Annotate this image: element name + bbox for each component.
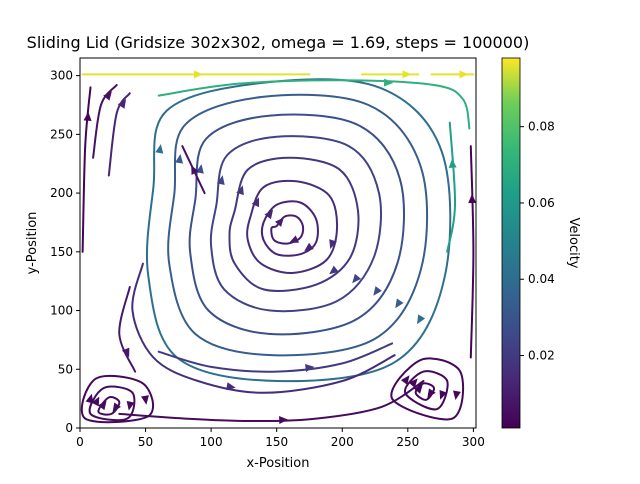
y-tick-label: 100 [50,304,73,318]
streamline-arrow [402,70,412,79]
outer-streamline [469,145,475,359]
streamlines [80,70,476,424]
outer-streamline [107,92,131,177]
main-vortex-streamline [167,93,429,357]
x-tick-label: 100 [200,435,223,449]
streamline-arrow [305,364,315,372]
streamline-arrow [448,158,457,168]
streamline-arrow [226,382,236,391]
outer-streamline [92,84,118,159]
streamline-arrow [236,185,244,196]
streamline-arrow [264,209,274,220]
y-axis-ticks: 0 50 100 150 200 250 300 [50,69,80,435]
colorbar-ticks: 0.02 0.04 0.06 0.08 [520,120,555,363]
outer-streamline [446,121,457,253]
streamline-arrow [141,395,149,405]
streamline-arrow [329,239,337,249]
main-vortex-streamline [246,179,339,275]
x-axis-label: x-Position [246,456,309,471]
x-tick-label: 0 [76,435,84,449]
streamline-arrow [83,111,92,122]
streamline-arrow [103,91,112,101]
bottom-right-vortex-streamline [414,382,435,401]
y-tick-label: 300 [50,69,73,83]
streamline-arrow [468,194,476,204]
streamline-arrow [98,400,107,411]
streamline-arrow [175,154,184,164]
streamline-arrow [121,347,130,358]
streamline-arrow [373,286,382,296]
main-vortex-streamline [188,113,405,336]
x-tick-label: 300 [462,435,485,449]
y-tick-label: 0 [65,421,73,435]
main-vortex-streamline [270,214,305,245]
colorbar-tick-label: 0.02 [528,349,555,363]
main-vortex-streamline [145,78,452,383]
chart-title: Sliding Lid (Gridsize 302x302, omega = 1… [27,33,530,52]
streamline-arrow [279,415,289,424]
streamline-arrow [304,242,314,252]
bottom-left-vortex-streamline [88,385,136,422]
main-vortex-streamline [209,135,383,313]
streamline-arrow [289,235,299,243]
main-vortex-streamline [228,156,360,292]
streamline-arrow [117,99,127,109]
streamline-arrow [413,384,423,394]
streamline-arrow [274,217,284,227]
streamline-arrow [439,389,448,400]
bottom-right-vortex-streamline [404,370,449,411]
bottom-left-vortex-streamline [97,396,121,416]
plot-frame [79,57,477,429]
streamline-arrow [155,144,164,154]
x-tick-label: 150 [265,435,288,449]
streamline-arrow [352,273,362,284]
colorbar [501,57,521,429]
main-vortex-streamline [260,200,319,257]
streamline-arrow [85,393,94,404]
y-tick-label: 150 [50,245,73,259]
outer-streamline [118,380,425,423]
x-tick-label: 200 [331,435,354,449]
streamline-arrow [216,175,225,185]
streamline-arrow [453,390,461,401]
streamline-arrow [126,400,135,411]
outer-streamline [131,262,396,394]
streamline-arrow [395,298,404,309]
outer-streamline [157,342,394,373]
outer-streamline [118,286,137,373]
y-axis-label: y-Position [25,212,40,275]
bottom-right-vortex-streamline [390,357,465,421]
streamline-arrow [251,197,260,208]
x-tick-label: 250 [396,435,419,449]
outer-streamline [81,86,92,253]
x-axis-ticks: 0 50 100 150 200 250 300 [76,428,485,449]
x-tick-label: 50 [138,435,153,449]
y-tick-label: 50 [58,362,73,376]
streamline-arrow [112,402,121,413]
bottom-left-vortex-streamline [80,374,155,424]
y-tick-label: 200 [50,186,73,200]
colorbar-tick-label: 0.06 [528,196,555,210]
colorbar-tick-label: 0.08 [528,120,555,134]
outer-streamline [157,79,471,130]
streamline-arrow [417,314,426,325]
streamline-arrow [191,165,199,175]
streamline-arrow [329,265,339,275]
streamline-arrow [383,78,394,87]
streamline-arrow [459,70,469,79]
streamline-arrow [400,375,410,385]
colorbar-tick-label: 0.04 [528,272,555,286]
y-tick-label: 250 [50,127,73,141]
colorbar-label: Velocity [566,218,581,269]
streamline-arrow [408,378,418,388]
streamline-arrow [91,396,100,407]
streamline-arrow [194,70,203,79]
streamline-arrow [427,388,436,399]
